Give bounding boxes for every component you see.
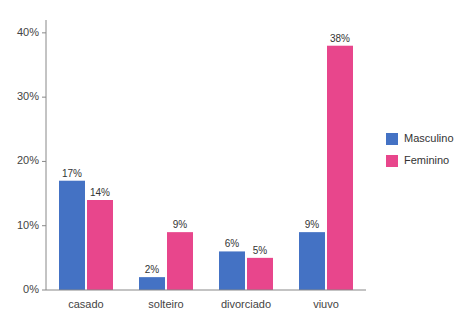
x-axis-line (46, 290, 366, 291)
bar (327, 46, 353, 290)
data-label: 14% (90, 187, 110, 198)
y-tick (42, 97, 46, 98)
y-tick (42, 290, 46, 291)
data-label: 6% (225, 238, 240, 249)
data-label: 17% (62, 168, 82, 179)
chart-container: 0% 10% 20% 30% 40% 17% 2% 6% 9% 14% 9% 5% 38% casado s… (0, 0, 476, 322)
x-tick-label: divorciado (221, 298, 271, 310)
data-label: 2% (145, 264, 160, 275)
bar (219, 251, 245, 290)
x-tick-label: solteiro (148, 298, 183, 310)
data-label: 38% (330, 33, 350, 44)
x-axis: casado solteiro divorciado viuvo (68, 298, 339, 310)
y-axis: 0% 10% 20% 30% 40% (17, 20, 46, 295)
y-tick-label: 40% (17, 26, 39, 38)
y-tick-label: 10% (17, 219, 39, 231)
y-axis-line (46, 20, 47, 290)
x-tick-label: casado (68, 298, 103, 310)
bar (59, 181, 85, 290)
chart-svg: 0% 10% 20% 30% 40% 17% 2% 6% 9% 14% 9% 5% 38% casado s… (0, 0, 476, 322)
legend-label: Feminino (404, 154, 449, 166)
y-tick-label: 20% (17, 154, 39, 166)
legend-swatch (386, 155, 398, 167)
y-tick (42, 225, 46, 226)
legend-label: Masculino (404, 132, 454, 144)
y-tick-label: 0% (23, 283, 39, 295)
legend-swatch (386, 133, 398, 145)
bars (59, 46, 353, 290)
bar (299, 232, 325, 290)
x-tick-label: viuvo (313, 298, 339, 310)
data-labels: 17% 2% 6% 9% 14% 9% 5% 38% (62, 33, 350, 275)
bar (247, 258, 273, 290)
data-label: 9% (305, 219, 320, 230)
data-label: 9% (173, 219, 188, 230)
y-tick (42, 161, 46, 162)
bar (139, 277, 165, 290)
legend: Masculino Feminino (386, 132, 454, 167)
y-tick-label: 30% (17, 90, 39, 102)
y-tick (42, 32, 46, 33)
bar (167, 232, 193, 290)
bar (87, 200, 113, 290)
data-label: 5% (253, 245, 268, 256)
